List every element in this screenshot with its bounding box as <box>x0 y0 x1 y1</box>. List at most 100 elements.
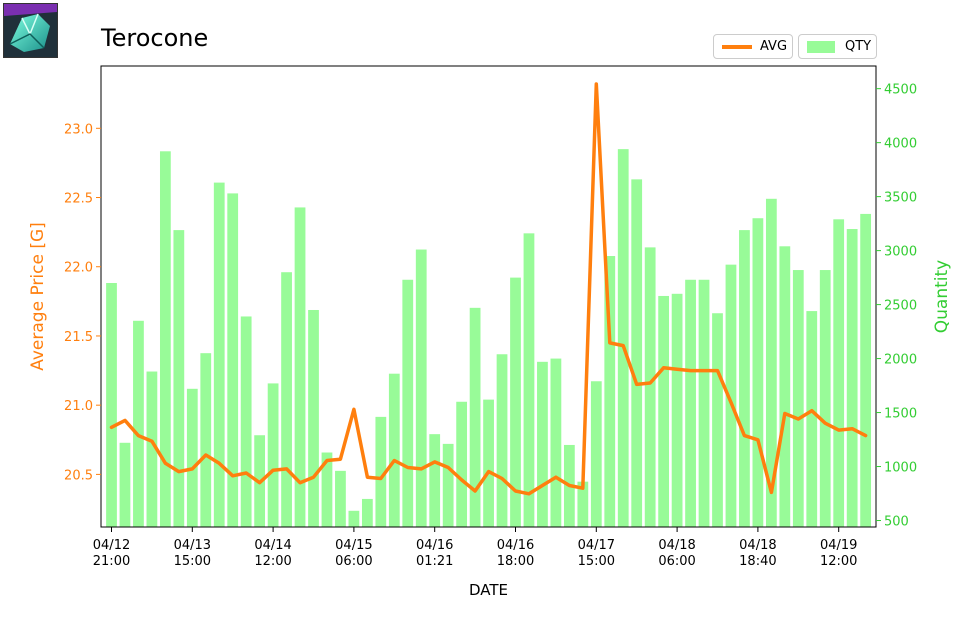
qty-bar <box>469 307 481 527</box>
qty-bar <box>442 443 454 527</box>
qty-bar <box>240 316 252 527</box>
qty-bar <box>765 198 777 527</box>
qty-bar <box>281 272 292 527</box>
right-tick-label: 3000 <box>884 245 917 260</box>
qty-bar <box>860 213 872 527</box>
left-tick-label: 21.5 <box>64 330 93 345</box>
left-tick-label: 21.0 <box>64 399 93 414</box>
qty-bar <box>402 279 414 527</box>
left-tick-label: 22.5 <box>64 192 93 207</box>
qty-bar <box>200 353 212 527</box>
qty-bar <box>739 230 750 528</box>
qty-bar <box>159 151 171 527</box>
qty-bar <box>671 293 683 527</box>
legend-qty-swatch <box>807 40 835 53</box>
x-tick-label-time: 15:00 <box>578 554 615 569</box>
x-tick-label-time: 01:21 <box>416 554 453 569</box>
qty-bar <box>429 434 441 527</box>
right-axis-label: Quantity <box>932 260 952 333</box>
x-tick-label-time: 18:40 <box>739 554 776 569</box>
qty-bar <box>213 182 225 527</box>
x-tick-label-date: 04/16 <box>497 538 534 553</box>
qty-bar <box>294 207 306 527</box>
x-tick-label-date: 04/18 <box>658 538 695 553</box>
x-tick-label-time: 18:00 <box>497 554 534 569</box>
x-tick-label-date: 04/18 <box>739 538 776 553</box>
qty-bar <box>227 193 239 527</box>
x-axis-label: DATE <box>469 581 508 599</box>
qty-bar <box>510 277 521 527</box>
qty-bar <box>361 498 373 527</box>
qty-bar <box>685 279 696 527</box>
qty-bar <box>483 399 494 527</box>
qty-bar <box>388 373 400 527</box>
avg-line <box>109 82 868 496</box>
qty-bar <box>173 230 185 528</box>
left-tick-label: 23.0 <box>64 122 93 137</box>
x-tick-label-time: 12:00 <box>254 554 291 569</box>
qty-bar <box>496 354 508 527</box>
qty-bar <box>133 320 144 527</box>
qty-bar <box>577 481 589 527</box>
qty-bar <box>819 270 831 527</box>
terocone-item-icon <box>3 3 58 58</box>
left-tick-label: 20.5 <box>64 468 93 483</box>
qty-bar <box>537 361 548 527</box>
qty-bar <box>321 452 333 527</box>
legend-avg-swatch <box>722 44 752 49</box>
qty-bar <box>698 279 710 527</box>
qty-bar <box>415 249 427 527</box>
left-axis-label: Average Price [G] <box>28 222 48 371</box>
qty-bar <box>550 358 562 527</box>
right-tick-label: 500 <box>884 515 909 530</box>
right-tick-label: 4500 <box>884 83 917 98</box>
x-tick-label-date: 04/15 <box>335 538 372 553</box>
qty-bar <box>186 388 198 527</box>
x-tick-label-date: 04/17 <box>578 538 615 553</box>
qty-bar <box>456 401 468 527</box>
qty-bar <box>348 510 360 527</box>
x-tick-label-date: 04/19 <box>820 538 857 553</box>
x-tick-label-time: 21:00 <box>93 554 130 569</box>
left-tick-label: 22.0 <box>64 261 93 276</box>
qty-bar <box>752 218 764 527</box>
legend-qty: QTY <box>798 34 877 59</box>
x-tick-label-time: 12:00 <box>820 554 857 569</box>
qty-bar <box>806 311 818 527</box>
qty-bar <box>725 264 737 527</box>
legend-qty-label: QTY <box>845 39 872 54</box>
qty-bar <box>712 313 723 527</box>
qty-bar <box>846 229 858 527</box>
x-tick-label-date: 04/14 <box>254 538 291 553</box>
right-tick-label: 3500 <box>884 191 917 206</box>
plot-frame <box>100 65 877 528</box>
qty-bar <box>119 442 131 527</box>
qty-bar <box>146 371 158 527</box>
right-tick-label: 2000 <box>884 353 917 368</box>
qty-bar <box>267 383 279 527</box>
qty-bar <box>375 416 387 527</box>
x-tick-label-date: 04/12 <box>93 538 130 553</box>
legend-avg-label: AVG <box>760 39 788 54</box>
x-tick-label-date: 04/16 <box>416 538 453 553</box>
x-tick-label-time: 15:00 <box>174 554 211 569</box>
qty-bar <box>658 295 670 527</box>
chart-title: Terocone <box>101 24 209 52</box>
legend-avg: AVG <box>713 34 793 59</box>
qty-bar <box>792 270 804 527</box>
qty-bar <box>335 470 346 527</box>
x-tick-label-time: 06:00 <box>658 554 695 569</box>
x-tick-label-date: 04/13 <box>174 538 211 553</box>
qty-bar <box>617 149 629 527</box>
qty-bar <box>590 381 602 527</box>
right-tick-label: 1500 <box>884 407 917 422</box>
qty-bar <box>523 233 535 527</box>
qty-bar <box>644 247 656 527</box>
qty-bar <box>106 283 117 527</box>
crystal-icon <box>4 4 57 57</box>
right-tick-label: 4000 <box>884 137 917 152</box>
right-tick-label: 1000 <box>884 461 917 476</box>
qty-bar <box>779 246 791 527</box>
qty-bar <box>833 219 845 527</box>
